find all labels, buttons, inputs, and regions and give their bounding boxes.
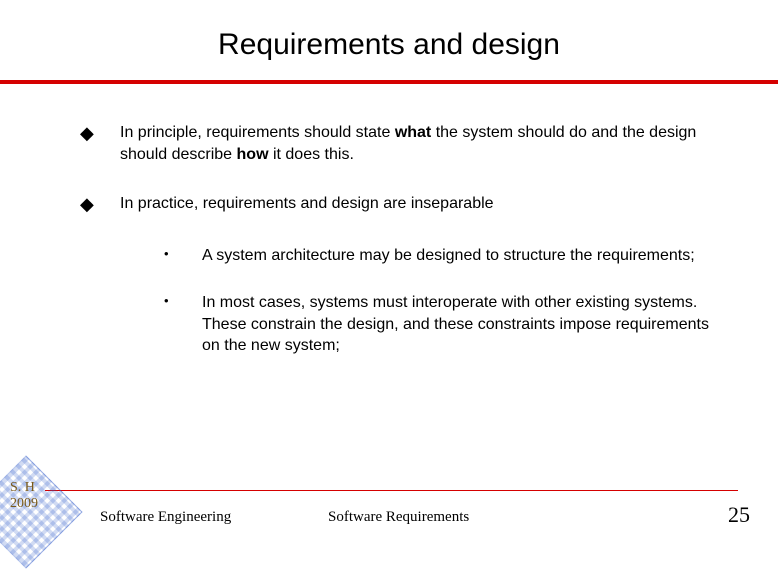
slide-footer: S. H 2009 Software Engineering Software … — [0, 482, 778, 538]
sub-bullet-marker: • — [164, 292, 202, 310]
bullet-marker: ◆ — [80, 193, 120, 216]
text-segment: In principle, requirements should state — [120, 124, 395, 141]
bullet-item: ◆ In principle, requirements should stat… — [80, 122, 718, 165]
corner-decoration — [0, 455, 83, 568]
text-segment: it does this. — [269, 146, 354, 163]
bullet-text: In practice, requirements and design are… — [120, 193, 494, 215]
author-year-label: S. H 2009 — [10, 480, 38, 512]
page-number: 25 — [728, 502, 750, 528]
sub-bullet-item: • In most cases, systems must interopera… — [164, 292, 718, 357]
sub-bullet-item: • A system architecture may be designed … — [164, 245, 718, 267]
author-initials: S. H — [10, 480, 35, 495]
bullet-text: In principle, requirements should state … — [120, 122, 718, 165]
sub-bullet-list: • A system architecture may be designed … — [80, 245, 718, 357]
footer-divider — [45, 490, 738, 491]
diamond-pattern — [0, 455, 83, 568]
content-area: ◆ In principle, requirements should stat… — [0, 84, 778, 357]
sub-bullet-text: In most cases, systems must interoperate… — [202, 292, 718, 357]
sub-bullet-marker: • — [164, 245, 202, 263]
footer-left-text: Software Engineering — [100, 509, 231, 526]
footer-mid-text: Software Requirements — [328, 509, 469, 526]
bullet-item: ◆ In practice, requirements and design a… — [80, 193, 718, 216]
text-bold: how — [237, 146, 269, 163]
year-label: 2009 — [10, 496, 38, 511]
slide-title: Requirements and design — [0, 0, 778, 80]
text-bold: what — [395, 124, 431, 141]
bullet-marker: ◆ — [80, 122, 120, 145]
sub-bullet-text: A system architecture may be designed to… — [202, 245, 695, 267]
